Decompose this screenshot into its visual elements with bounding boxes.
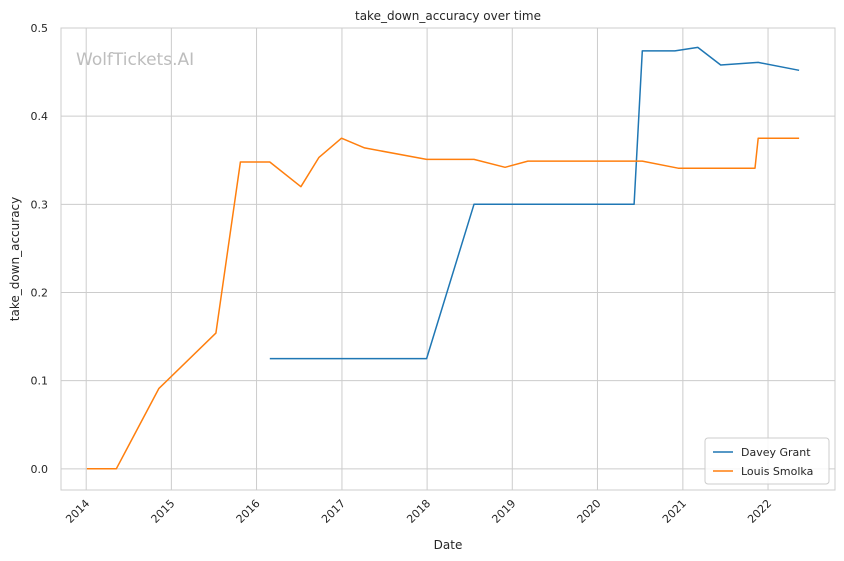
- y-tick-label: 0.1: [31, 375, 49, 388]
- y-tick-label: 0.5: [31, 22, 49, 35]
- plot-area: [61, 28, 835, 490]
- legend-label: Louis Smolka: [741, 465, 813, 478]
- chart-title: take_down_accuracy over time: [355, 9, 541, 23]
- legend-label: Davey Grant: [741, 446, 811, 459]
- x-axis-label: Date: [434, 538, 463, 552]
- y-tick-label: 0.3: [31, 198, 49, 211]
- legend[interactable]: Davey Grant Louis Smolka: [704, 437, 830, 485]
- legend-box: [704, 437, 830, 485]
- y-tick-label: 0.4: [31, 110, 49, 123]
- series-line-davey-grant: [269, 46, 800, 360]
- y-axis-label: take_down_accuracy: [8, 197, 22, 321]
- series-line-louis-smolka: [86, 137, 800, 470]
- series-layer: [86, 46, 800, 470]
- y-tick-label: 0.2: [31, 287, 49, 300]
- watermark: WolfTickets.AI: [76, 50, 194, 70]
- y-tick-label: 0.0: [31, 463, 49, 476]
- y-axis: 0.0 0.1 0.2 0.3 0.4 0.5: [31, 22, 49, 476]
- plot-frame: [60, 27, 836, 491]
